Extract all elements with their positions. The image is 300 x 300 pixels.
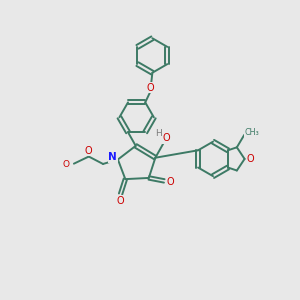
Text: CH₃: CH₃ xyxy=(244,128,260,137)
Text: O: O xyxy=(167,176,174,187)
Text: O: O xyxy=(62,160,69,169)
Text: H: H xyxy=(155,129,162,138)
Text: N: N xyxy=(109,152,117,162)
Text: O: O xyxy=(84,146,92,156)
Text: O: O xyxy=(147,82,154,93)
Text: O: O xyxy=(163,133,170,143)
Text: O: O xyxy=(247,154,254,164)
Text: O: O xyxy=(116,196,124,206)
